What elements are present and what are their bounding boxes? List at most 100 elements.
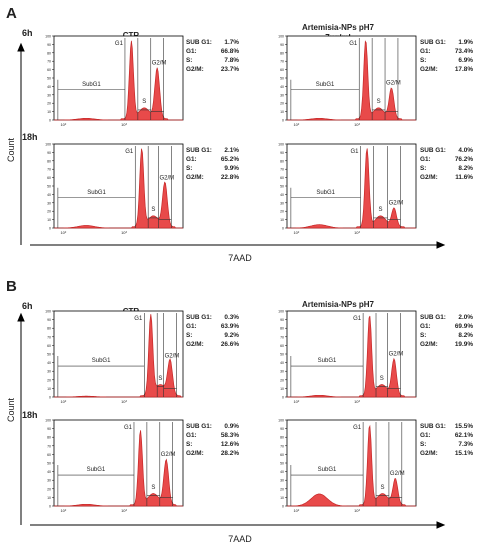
y-tick-label: 30 xyxy=(47,370,51,374)
y-tick-label: 70 xyxy=(47,60,51,64)
stat-label: G2/M: xyxy=(420,341,438,348)
y-tick-label: 60 xyxy=(280,176,284,180)
x-tick-label: 10³ xyxy=(354,399,360,404)
stat-value: 0.3% xyxy=(224,314,239,321)
y-tick-label: 20 xyxy=(280,487,284,491)
y-tick-label: 70 xyxy=(47,335,51,339)
x-tick-label: 10² xyxy=(293,399,299,404)
stat-value: 12.6% xyxy=(221,441,239,448)
y-tick-label: 100 xyxy=(45,35,51,39)
y-tick-label: 70 xyxy=(280,168,284,172)
stat-value: 22.8% xyxy=(221,174,239,181)
y-tick-label: 50 xyxy=(280,353,284,357)
x-tick-label: 10² xyxy=(293,508,299,513)
stat-label: G1: xyxy=(186,156,197,163)
y-tick-label: 10 xyxy=(280,387,284,391)
y-tick-label: 90 xyxy=(280,151,284,155)
panel-label-a: A xyxy=(6,5,17,22)
y-tick-label: 10 xyxy=(280,218,284,222)
y-tick-label: 90 xyxy=(280,43,284,47)
gate-label-g1: G1 xyxy=(115,41,124,47)
stat-label: SUB G1: xyxy=(420,39,446,46)
y-tick-label: 50 xyxy=(47,185,51,189)
y-tick-label: 20 xyxy=(47,102,51,106)
panel-label-b: B xyxy=(6,278,17,295)
x-tick-label: 10² xyxy=(293,122,299,127)
stat-value: 63.9% xyxy=(221,323,239,330)
stat-label: G2/M: xyxy=(420,174,438,181)
y-tick-label: 20 xyxy=(47,487,51,491)
x-axis-label-b: 7AAD xyxy=(228,534,252,544)
y-tick-label: 10 xyxy=(47,218,51,222)
y-axis-arrow-b xyxy=(17,312,25,525)
histogram-curve xyxy=(287,148,416,229)
y-tick-label: 100 xyxy=(278,310,284,314)
y-tick-label: 30 xyxy=(280,479,284,483)
y-tick-label: 70 xyxy=(280,444,284,448)
stat-label: S: xyxy=(420,441,426,448)
y-tick-label: 20 xyxy=(280,210,284,214)
gate-label-g2m: G2/M xyxy=(159,175,174,181)
stat-value: 6.9% xyxy=(458,57,473,64)
column-title-ctr-a: CTR xyxy=(123,31,140,40)
histogram-curve xyxy=(54,148,183,229)
row-label-a-18h: 18h xyxy=(22,132,38,142)
y-tick-label: 100 xyxy=(45,419,51,423)
gate-label-g1: G1 xyxy=(124,425,133,431)
gate-label-s: S xyxy=(158,376,162,382)
stat-value: 0.9% xyxy=(224,423,239,430)
histogram-panel-3: 0 10 20 30 40 50 60 70 80 90 100 10² 10³ SubG1 G1 S G2/M… xyxy=(45,143,239,236)
y-tick-label: 80 xyxy=(47,51,51,55)
y-tick-label: 40 xyxy=(280,470,284,474)
histogram-panel-8: 0 10 20 30 40 50 60 70 80 90 100 10² 10³ SubG1 G1 S G2/M… xyxy=(278,419,473,514)
x-tick-label: 10³ xyxy=(121,399,127,404)
y-tick-label: 10 xyxy=(47,387,51,391)
y-tick-label: 20 xyxy=(47,378,51,382)
gate-label-g1: G1 xyxy=(349,41,358,47)
x-tick-label: 10² xyxy=(60,508,66,513)
stat-label: SUB G1: xyxy=(420,314,446,321)
stat-label: SUB G1: xyxy=(186,314,212,321)
gate-label-s: S xyxy=(379,207,383,213)
stat-value: 26.6% xyxy=(221,341,239,348)
y-tick-label: 40 xyxy=(280,193,284,197)
stat-label: G2/M: xyxy=(186,174,204,181)
y-tick-label: 80 xyxy=(280,436,284,440)
y-tick-label: 60 xyxy=(47,68,51,72)
column-title-np-a: Artemisia-NPs pH7 xyxy=(302,23,375,32)
stat-label: G2/M: xyxy=(420,66,438,73)
x-tick-label: 10³ xyxy=(121,122,127,127)
gate-label-subg1: SubG1 xyxy=(87,467,106,473)
stat-label: SUB G1: xyxy=(186,423,212,430)
gate-label-g2m: G2/M xyxy=(390,471,405,477)
y-tick-label: 80 xyxy=(280,327,284,331)
stat-value: 11.6% xyxy=(455,174,473,181)
histogram-panel-7: 0 10 20 30 40 50 60 70 80 90 100 10² 10³ SubG1 G1 S G2/M… xyxy=(45,419,239,514)
y-tick-label: 80 xyxy=(47,436,51,440)
x-axis-label-a: 7AAD xyxy=(228,253,252,263)
histogram-panel-2: 0 10 20 30 40 50 60 70 80 90 100 10² 10³ SubG1 G1 S G2/M… xyxy=(278,35,473,128)
stat-label: G2/M: xyxy=(186,66,204,73)
y-tick-label: 30 xyxy=(280,370,284,374)
gate-label-s: S xyxy=(377,99,381,105)
y-tick-label: 0 xyxy=(49,227,51,231)
y-tick-label: 10 xyxy=(280,110,284,114)
stat-label: G1: xyxy=(420,48,431,55)
stat-label: S: xyxy=(186,441,192,448)
x-tick-label: 10² xyxy=(60,230,66,235)
x-tick-label: 10³ xyxy=(354,508,360,513)
stat-label: S: xyxy=(186,165,192,172)
stat-value: 19.9% xyxy=(455,341,473,348)
gate-label-s: S xyxy=(380,376,384,382)
gate-label-g1: G1 xyxy=(351,149,360,155)
x-tick-label: 10³ xyxy=(354,122,360,127)
y-tick-label: 10 xyxy=(280,496,284,500)
y-tick-label: 50 xyxy=(47,462,51,466)
y-tick-label: 80 xyxy=(280,51,284,55)
y-tick-label: 10 xyxy=(47,110,51,114)
y-tick-label: 100 xyxy=(278,35,284,39)
stat-value: 66.8% xyxy=(221,48,239,55)
stat-label: SUB G1: xyxy=(420,147,446,154)
stat-value: 2.1% xyxy=(224,147,239,154)
